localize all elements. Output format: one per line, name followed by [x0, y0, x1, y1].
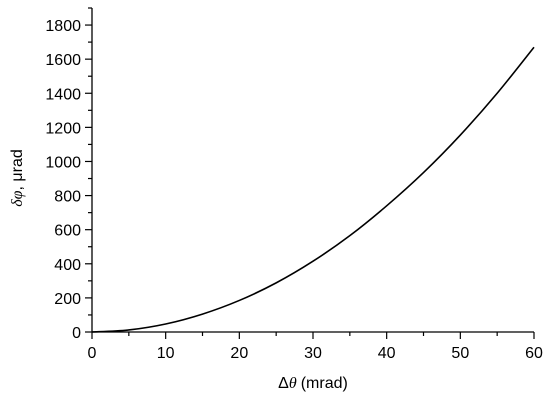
y-axis-title: δφ, μrad [9, 149, 26, 207]
axes [91, 8, 534, 333]
y-tick-label: 1400 [45, 86, 81, 103]
x-tick-label: 50 [451, 345, 469, 362]
y-tick-label: 600 [54, 223, 81, 240]
y-tick-label: 1600 [45, 52, 81, 69]
y-tick-label: 200 [54, 291, 81, 308]
y-tick-label: 0 [72, 325, 81, 342]
x-tick-label: 60 [525, 345, 543, 362]
x-axis-title: Δθ (mrad) [278, 375, 348, 392]
x-tick-label: 10 [157, 345, 175, 362]
x-tick-label: 30 [304, 345, 322, 362]
y-tick-label: 800 [54, 189, 81, 206]
y-tick-label: 1200 [45, 120, 81, 137]
tick-labels: 0 10 20 30 40 50 60020040060080010001200140016… [45, 18, 543, 362]
x-tick-label: 40 [378, 345, 396, 362]
x-tick-label: 0 [88, 345, 97, 362]
ticks [85, 7, 535, 339]
series-line [91, 46, 535, 333]
x-tick-label: 20 [230, 345, 248, 362]
plot-area [91, 46, 535, 333]
y-tick-label: 1800 [45, 18, 81, 35]
y-tick-label: 400 [54, 257, 81, 274]
y-tick-label: 1000 [45, 154, 81, 171]
